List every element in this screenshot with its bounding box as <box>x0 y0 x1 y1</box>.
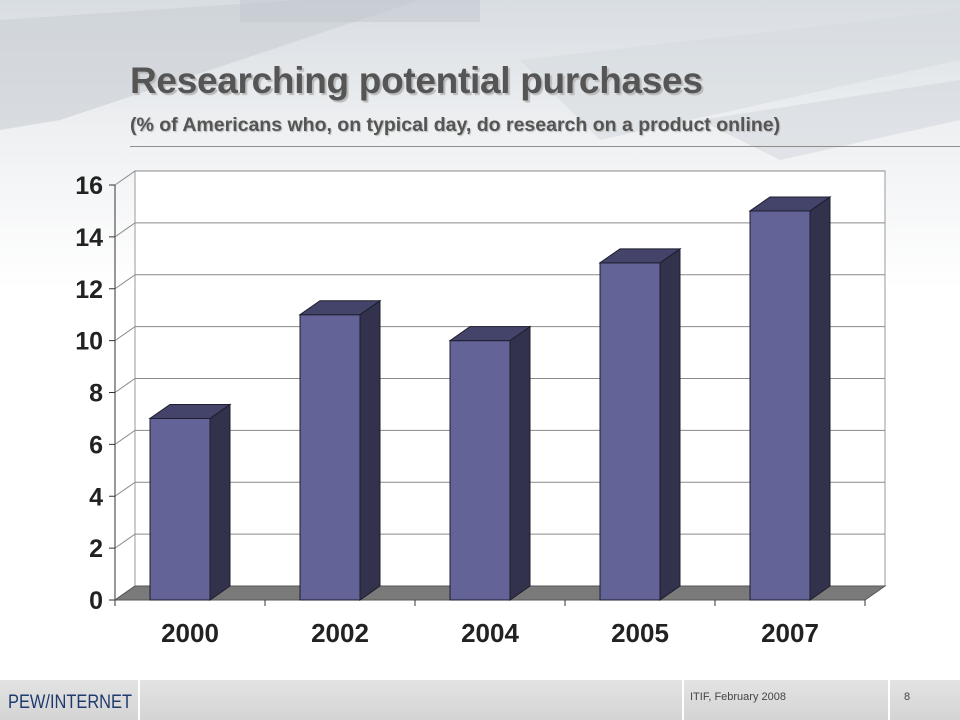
x-tick-label: 2002 <box>311 618 369 648</box>
pew-internet-logo: PEW/INTERNET <box>8 692 132 713</box>
bar-side <box>359 299 381 601</box>
bar-side <box>809 195 831 601</box>
gridline-side <box>114 533 136 549</box>
gridline-side <box>114 378 136 393</box>
x-tick-label: 2000 <box>161 618 219 648</box>
x-tick-label: 2007 <box>761 618 819 648</box>
logo-text: PEW/INTERNET <box>8 692 132 713</box>
bar <box>749 210 811 601</box>
x-tick-label: 2005 <box>611 618 669 648</box>
bar-top <box>748 196 832 212</box>
bar <box>599 262 661 601</box>
y-tick-label: 12 <box>75 276 103 304</box>
y-tick-label: 16 <box>75 172 103 200</box>
bar <box>299 314 361 601</box>
background-decoration <box>0 0 960 170</box>
bar-chart: 0 2 4 6 8 10 12 14 16 2000 2002 2004 2005 2007 <box>75 170 887 648</box>
bar-top <box>148 403 232 419</box>
bar <box>449 340 511 601</box>
slide-subtitle: (% of Americans who, on typical day, do … <box>130 114 781 136</box>
gridline-side <box>114 170 136 186</box>
bar-side <box>209 403 231 601</box>
y-tick-label: 6 <box>89 431 103 459</box>
title-divider <box>130 146 960 147</box>
footer-separator <box>138 680 140 720</box>
bar-top <box>298 300 382 316</box>
bar-top <box>448 326 532 342</box>
footer-separator <box>682 680 684 720</box>
bar-side <box>659 247 681 601</box>
bar-side <box>509 325 531 601</box>
bar <box>149 417 211 601</box>
gridline-side <box>114 274 136 290</box>
y-tick-label: 4 <box>89 483 103 511</box>
y-tick-label: 10 <box>75 328 103 356</box>
y-tick-label: 8 <box>89 380 103 408</box>
y-tick-label: 0 <box>89 587 103 615</box>
gridline-side <box>114 429 136 445</box>
footer-event: ITIF, February 2008 <box>690 691 786 703</box>
footer-bar: PEW/INTERNET ITIF, February 2008 8 <box>0 680 960 720</box>
page-number: 8 <box>904 691 911 703</box>
y-tick-label: 14 <box>75 224 103 252</box>
bar-top <box>598 248 682 264</box>
gridline-side <box>114 326 136 342</box>
gridline-side <box>114 222 136 238</box>
footer-separator <box>888 680 890 720</box>
gridline-side <box>114 481 136 497</box>
x-tick-label: 2004 <box>461 618 519 648</box>
y-tick-label: 2 <box>89 535 103 563</box>
slide-title: Researching potential purchases <box>130 60 703 101</box>
